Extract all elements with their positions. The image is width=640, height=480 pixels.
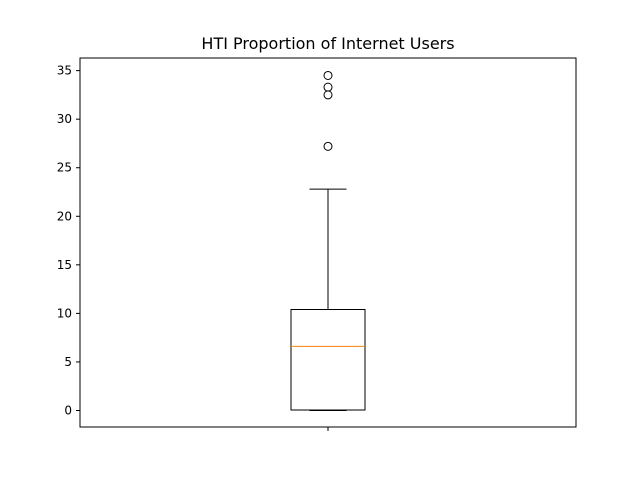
- plot-area: 0 5 10 15 20 25 30 35: [57, 57, 577, 431]
- outlier-point: [323, 141, 333, 151]
- outlier-point: [323, 82, 333, 92]
- chart-title: HTI Proportion of Internet Users: [201, 34, 454, 53]
- y-tick-label: 25: [57, 161, 72, 175]
- y-tick-label: 10: [57, 306, 72, 320]
- iqr-box: [290, 309, 366, 411]
- y-tick-label: 15: [57, 258, 72, 272]
- y-tick-label: 35: [57, 64, 72, 78]
- outlier-point: [323, 70, 333, 80]
- y-tick-label: 30: [57, 112, 72, 126]
- y-tick-label: 20: [57, 209, 72, 223]
- y-tick-label: 5: [64, 355, 72, 369]
- y-tick-label: 0: [64, 403, 72, 417]
- outlier-point: [323, 90, 333, 100]
